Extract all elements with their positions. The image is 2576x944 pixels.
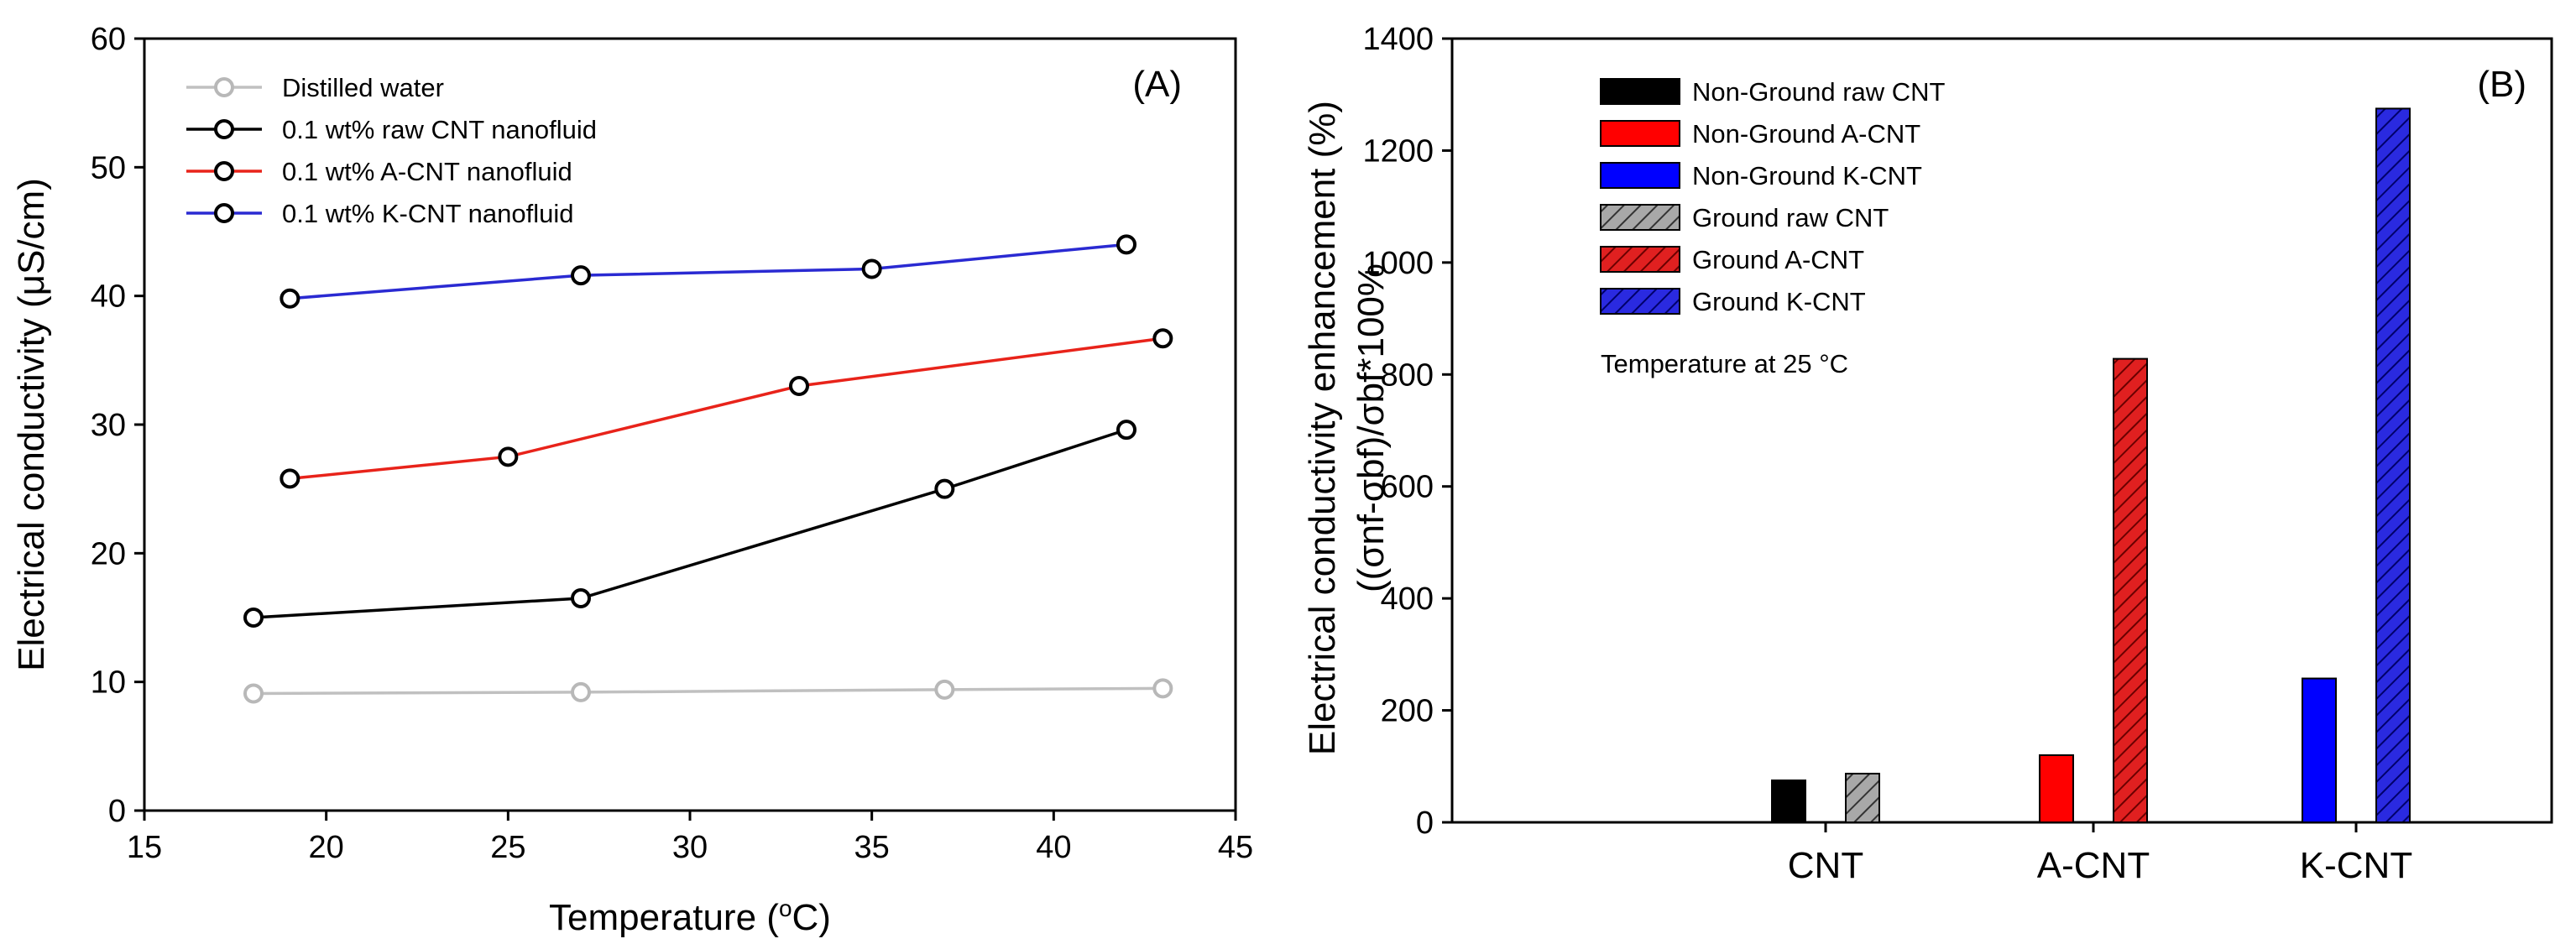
- data-point: [280, 288, 300, 309]
- data-point: [861, 258, 882, 279]
- panel-a-x-axis-label: Temperature (oC): [549, 895, 831, 938]
- y-tick-label: 400: [1381, 582, 1434, 617]
- panel-b-legend: Non-Ground raw CNT Non-Ground A-CNT Non-Gr…: [1600, 77, 1946, 316]
- legend-swatch: [1600, 204, 1680, 231]
- panel-b-annotation: Temperature at 25 °C: [1601, 349, 1848, 378]
- legend-swatch-marker: [214, 161, 234, 181]
- y-tick-label: 600: [1381, 470, 1434, 505]
- legend-label: Non-Ground K-CNT: [1692, 161, 1922, 190]
- x-tick-label: 40: [1036, 830, 1071, 865]
- series-line-1: [253, 428, 1127, 619]
- data-point: [1152, 328, 1173, 349]
- legend-label: Non-Ground raw CNT: [1692, 77, 1946, 107]
- x-tick-label: 25: [490, 830, 525, 865]
- panel-b-y-axis-label-line2: ((σnf-σbf)/σbf*100%: [1351, 263, 1392, 592]
- bar-1: [2039, 754, 2074, 824]
- x-tick-label: 35: [854, 830, 890, 865]
- legend-swatch: [1600, 162, 1680, 189]
- panel-a-x-ticks: 15 20 25 30 35 40 45: [127, 811, 1253, 865]
- bar-2: [2302, 677, 2337, 824]
- panel-a-xlabel-degree: o: [779, 895, 792, 921]
- legend-label: 0.1 wt% raw CNT nanofluid: [282, 115, 597, 144]
- panel-a-series: [243, 234, 1173, 704]
- y-tick-label: 0: [1416, 806, 1434, 841]
- panel-b-label: (B): [2477, 64, 2526, 105]
- bar-5: [2375, 107, 2411, 823]
- legend-swatch-marker: [214, 203, 234, 223]
- y-tick-label: 10: [91, 665, 126, 701]
- legend-label: Distilled water: [282, 73, 444, 102]
- bar-0: [1771, 779, 1806, 824]
- panel-a-xlabel-unit: C): [792, 897, 831, 938]
- y-tick-label: 1000: [1362, 246, 1434, 281]
- legend-label: Ground A-CNT: [1692, 245, 1864, 274]
- panel-a-y-ticks: 0 10 20 30 40 50 60: [91, 22, 144, 829]
- data-point: [498, 446, 519, 467]
- y-tick-label: 1200: [1362, 133, 1434, 169]
- legend-label: Ground raw CNT: [1692, 203, 1889, 232]
- y-tick-label: 40: [91, 279, 126, 315]
- data-point: [934, 679, 955, 700]
- series-line-0: [253, 686, 1163, 696]
- data-point: [280, 468, 300, 489]
- panel-a-label: (A): [1132, 64, 1182, 105]
- legend-swatch: [1600, 246, 1680, 273]
- panel-a-y-axis-label: Electrical conductivity (μS/cm): [11, 178, 52, 671]
- data-point: [243, 683, 264, 704]
- legend-swatch: [1600, 288, 1680, 315]
- panel-b-y-ticks: 0 200 400 600 800 1000 1200 1400: [1362, 22, 1452, 841]
- data-point: [571, 265, 591, 286]
- y-tick-label: 800: [1381, 357, 1434, 393]
- legend-label: 0.1 wt% K-CNT nanofluid: [282, 199, 573, 228]
- series-line-3: [290, 243, 1127, 300]
- data-point: [934, 478, 955, 499]
- bar-3: [1845, 772, 1880, 823]
- y-tick-label: 60: [91, 22, 126, 57]
- panel-b-frame: [1450, 37, 2553, 824]
- series-line-2: [290, 336, 1163, 481]
- panel-a-line-chart: 15 20 25 30 35 40 45 0 10 20 30 40 50 60 (A) Tempera…: [11, 22, 1253, 938]
- y-tick-label: 0: [108, 794, 126, 829]
- legend-swatch: [1600, 120, 1680, 147]
- x-tick-label: 30: [672, 830, 708, 865]
- y-tick-label: 30: [91, 408, 126, 443]
- legend-label: Ground K-CNT: [1692, 287, 1866, 316]
- y-tick-label: 20: [91, 536, 126, 571]
- panel-b-bars: [1771, 107, 2411, 824]
- panel-a-legend: Distilled water 0.1 wt% raw CNT nanofluid…: [186, 73, 597, 228]
- panel-b-category-labels: CNT A-CNT K-CNT: [1788, 822, 2412, 886]
- legend-swatch: [1600, 78, 1680, 105]
- panel-a-xlabel-text: Temperature (: [549, 897, 779, 938]
- bar-4: [2113, 357, 2148, 823]
- legend-label: Non-Ground A-CNT: [1692, 119, 1920, 149]
- data-point: [571, 588, 591, 608]
- x-tick-label: 45: [1218, 830, 1253, 865]
- legend-label: 0.1 wt% A-CNT nanofluid: [282, 157, 572, 186]
- data-point: [1152, 678, 1173, 699]
- data-point: [1116, 420, 1136, 441]
- category-label: CNT: [1788, 845, 1863, 886]
- panel-b-y-axis-label: Electrical conductivity enhancement (%): [1302, 101, 1343, 755]
- legend-swatch-marker: [214, 119, 234, 139]
- y-tick-label: 50: [91, 150, 126, 185]
- y-tick-label: 200: [1381, 694, 1434, 729]
- data-point: [789, 376, 809, 396]
- category-label: K-CNT: [2300, 845, 2412, 886]
- y-tick-label: 1400: [1362, 22, 1434, 57]
- data-point: [243, 608, 264, 628]
- legend-swatch-marker: [214, 77, 234, 97]
- data-point: [1116, 234, 1136, 255]
- category-label: A-CNT: [2037, 845, 2150, 886]
- x-tick-label: 15: [127, 830, 162, 865]
- panel-a-frame: [143, 37, 1237, 812]
- x-tick-label: 20: [309, 830, 344, 865]
- data-point: [571, 681, 591, 702]
